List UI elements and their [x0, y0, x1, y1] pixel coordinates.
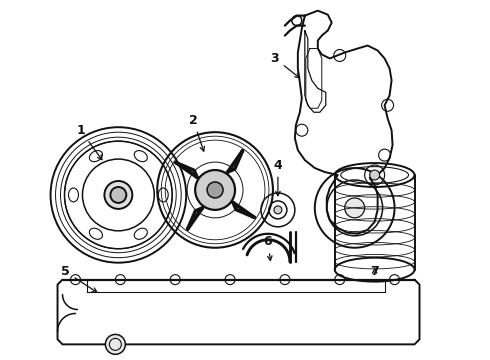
Circle shape [274, 206, 282, 214]
Text: 1: 1 [76, 124, 102, 160]
Circle shape [369, 170, 380, 180]
Text: 7: 7 [370, 265, 379, 278]
Circle shape [195, 170, 235, 210]
Circle shape [345, 198, 365, 218]
Circle shape [104, 181, 132, 209]
Circle shape [110, 187, 126, 203]
Text: 2: 2 [189, 114, 204, 151]
Text: 5: 5 [61, 265, 97, 292]
Circle shape [207, 182, 223, 198]
Circle shape [105, 334, 125, 354]
Text: 4: 4 [273, 158, 282, 196]
Text: 6: 6 [264, 235, 272, 261]
Text: 3: 3 [270, 52, 299, 78]
